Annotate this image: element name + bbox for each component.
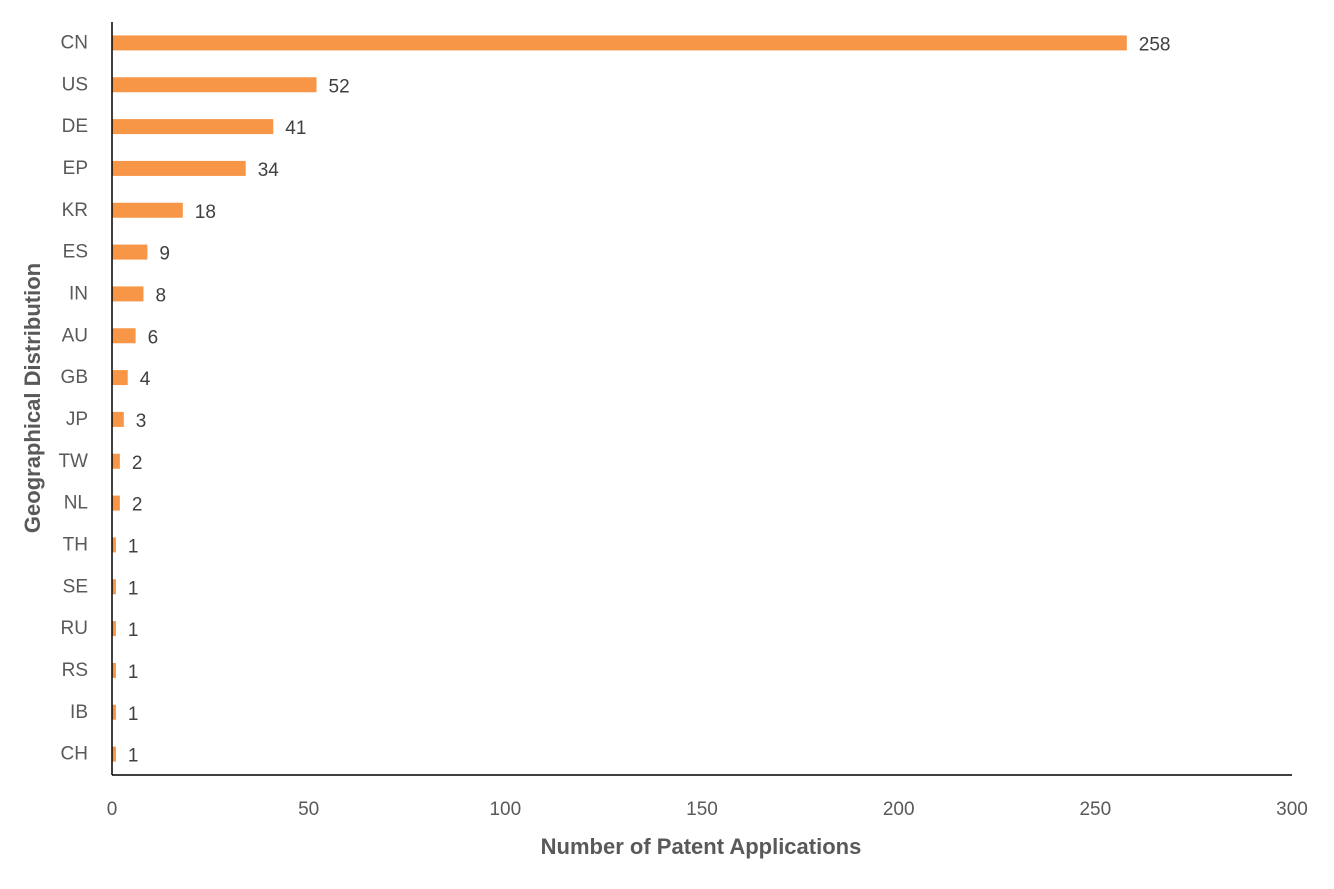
data-label-rs: 1 bbox=[128, 662, 139, 683]
category-label-nl: NL bbox=[64, 493, 88, 514]
category-labels-group: CN US DE EP KR ES IN AU GB JP TW NL TH SE RU RS IB CH bbox=[58, 32, 88, 764]
category-label-se: SE bbox=[63, 576, 88, 597]
x-tick-label: 50 bbox=[298, 799, 319, 820]
data-label-ch: 1 bbox=[128, 746, 139, 767]
category-label-au: AU bbox=[62, 325, 88, 346]
bar-ch bbox=[112, 746, 116, 762]
category-label-cn: CN bbox=[61, 32, 88, 53]
bar-kr bbox=[112, 202, 183, 218]
bars-group bbox=[112, 35, 1127, 762]
bar-ru bbox=[112, 621, 116, 637]
x-tick-label: 250 bbox=[1079, 799, 1111, 820]
bar-tw bbox=[112, 453, 120, 469]
y-axis-title: Geographical Distribution bbox=[20, 263, 45, 533]
x-tick-label: 300 bbox=[1276, 799, 1308, 820]
data-label-ru: 1 bbox=[128, 620, 139, 641]
data-label-in: 8 bbox=[155, 285, 166, 306]
bar-rs bbox=[112, 662, 116, 678]
data-label-ib: 1 bbox=[128, 704, 139, 725]
bar-jp bbox=[112, 411, 124, 427]
bar-th bbox=[112, 537, 116, 553]
category-label-ib: IB bbox=[70, 702, 88, 723]
bar-es bbox=[112, 244, 148, 260]
category-label-ru: RU bbox=[61, 618, 88, 639]
data-label-se: 1 bbox=[128, 578, 139, 599]
category-label-gb: GB bbox=[61, 367, 88, 388]
data-label-gb: 4 bbox=[140, 369, 151, 390]
category-label-de: DE bbox=[62, 116, 88, 137]
category-label-ep: EP bbox=[63, 158, 88, 179]
category-label-th: TH bbox=[63, 534, 88, 555]
data-label-tw: 2 bbox=[132, 453, 143, 474]
x-tick-label: 150 bbox=[686, 799, 718, 820]
data-label-kr: 18 bbox=[195, 202, 216, 223]
bar-ib bbox=[112, 704, 116, 720]
category-label-es: ES bbox=[63, 242, 88, 263]
data-label-es: 9 bbox=[159, 244, 170, 265]
data-label-th: 1 bbox=[128, 536, 139, 557]
data-label-cn: 258 bbox=[1139, 34, 1171, 55]
data-label-jp: 3 bbox=[136, 411, 147, 432]
category-label-us: US bbox=[62, 74, 88, 95]
data-label-nl: 2 bbox=[132, 495, 143, 516]
data-label-ep: 34 bbox=[258, 160, 280, 181]
bar-cn bbox=[112, 35, 1127, 51]
category-label-ch: CH bbox=[61, 744, 88, 765]
category-label-tw: TW bbox=[58, 451, 88, 472]
bar-us bbox=[112, 77, 317, 93]
data-label-us: 52 bbox=[329, 76, 350, 97]
x-tick-label: 200 bbox=[883, 799, 915, 820]
bar-nl bbox=[112, 495, 120, 511]
bar-in bbox=[112, 286, 144, 302]
category-label-in: IN bbox=[69, 283, 88, 304]
data-label-de: 41 bbox=[285, 118, 306, 139]
x-tick-label: 0 bbox=[107, 799, 118, 820]
x-tick-labels-group: 0 50 100 150 200 250 300 bbox=[107, 799, 1308, 820]
category-label-jp: JP bbox=[66, 409, 88, 430]
bar-se bbox=[112, 579, 116, 595]
category-label-rs: RS bbox=[62, 660, 88, 681]
bar-au bbox=[112, 328, 136, 344]
bar-gb bbox=[112, 370, 128, 386]
x-axis-title: Number of Patent Applications bbox=[541, 834, 862, 859]
bar-de bbox=[112, 119, 274, 135]
category-label-kr: KR bbox=[62, 200, 88, 221]
data-label-au: 6 bbox=[148, 327, 159, 348]
bar-ep bbox=[112, 160, 246, 176]
x-tick-label: 100 bbox=[489, 799, 521, 820]
